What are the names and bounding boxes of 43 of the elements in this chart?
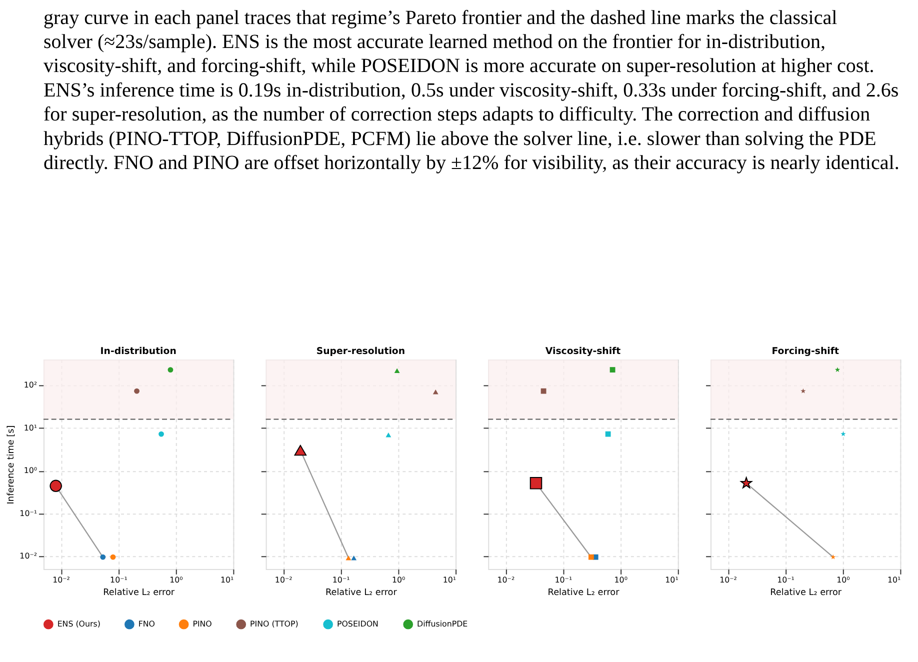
x-tick-label: 10¹	[665, 575, 678, 584]
x-tick-label: 10¹	[887, 575, 901, 584]
x-tick-label: 10⁻¹	[110, 575, 128, 584]
x-tick-label: 10⁰	[614, 575, 628, 584]
y-axis-title: Inference time [s]	[6, 425, 17, 504]
x-tick-label: 10⁰	[392, 575, 406, 584]
text: gray curve in each panel traces that regime’s Pareto frontier and the dashed line marks the classical	[43, 6, 838, 29]
y-tick-label: 10⁻²	[20, 552, 38, 561]
chart-title: Viscosity-shift	[545, 346, 622, 358]
x-tick-label: 10⁻²	[52, 575, 70, 584]
text: hybrids (PINO-TTOP, DiffusionPDE, PCFM) lie above the solver line, i.e. slower than solving the PDE	[43, 128, 876, 150]
x-tick-label: 10⁰	[836, 575, 850, 584]
x-tick-label: 10¹	[220, 575, 234, 584]
x-axis-title: Relative L₂ error	[325, 588, 398, 598]
text: for super-resolution, as the number of correction steps adapts to difficulty. The correction and diffusion	[43, 104, 870, 126]
legend-label: DiffusionPDE	[417, 619, 468, 628]
x-tick-label: 10⁻²	[497, 575, 515, 584]
x-tick-label: 10⁰	[170, 575, 183, 584]
y-tick-label: 10⁰	[24, 466, 38, 476]
text: ENS’s inference time is 0.19s in-distribution, 0.5s under viscosity-shift, 0.33s under forcing-shift, and 2.6s	[43, 79, 899, 102]
x-axis-title: Relative L₂ error	[548, 588, 620, 598]
chart-title: In-distribution	[100, 346, 176, 358]
y-tick-label: 10⁻¹	[20, 508, 38, 518]
x-tick-label: 10⁻²	[720, 575, 737, 584]
x-tick-label: 10⁻¹	[554, 575, 572, 584]
text: viscosity-shift, and forcing-shift, while POSEIDON is more accurate on super-resolution at higher cost.	[43, 55, 874, 78]
chart-title: Forcing-shift	[772, 346, 840, 358]
x-axis-title: Relative L₂ error	[103, 588, 175, 598]
text: solver (≈23s/sample). ENS is the most accurate learned method on the frontier for in-distribution,	[43, 30, 826, 53]
legend-label: PINO (TTOP)	[250, 619, 298, 628]
x-tick-label: 10¹	[442, 575, 456, 584]
x-tick-label: 10⁻¹	[777, 575, 794, 584]
y-tick-label: 10²	[24, 380, 38, 390]
x-axis-title: Relative L₂ error	[770, 588, 842, 598]
legend-label: PINO	[192, 619, 212, 628]
chart-title: Super-resolution	[316, 346, 406, 358]
x-tick-label: 10⁻¹	[332, 575, 350, 584]
legend-label: ENS (Ours)	[57, 619, 100, 628]
legend-label: FNO	[138, 619, 155, 628]
text: directly. FNO and PINO are offset horizontally by ±12% for visibility, as their accuracy is nearly identical.	[43, 152, 900, 174]
x-tick-label: 10⁻²	[274, 575, 292, 584]
y-tick-label: 10¹	[24, 423, 38, 432]
legend-label: POSEIDON	[336, 619, 379, 628]
